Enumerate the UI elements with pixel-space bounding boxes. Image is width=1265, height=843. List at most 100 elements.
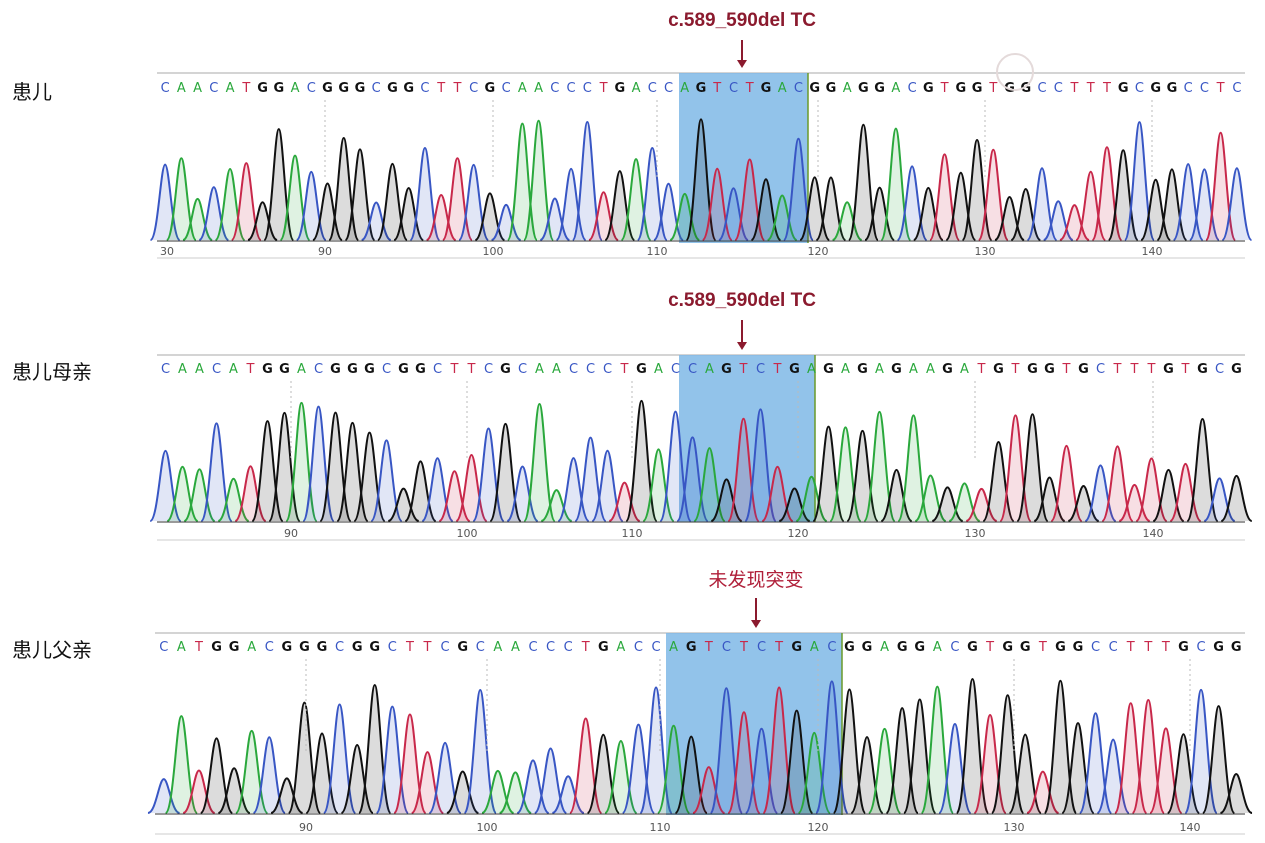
base-letter: G — [403, 81, 414, 96]
base-letter: C — [1232, 81, 1241, 96]
peak-T — [734, 158, 766, 241]
peak-A — [523, 119, 555, 241]
peak-C — [551, 775, 585, 814]
base-letter: G — [257, 81, 268, 96]
position-tick-label: 30 — [160, 245, 174, 258]
base-letter: T — [1147, 362, 1156, 377]
base-letter: A — [297, 362, 306, 377]
base-letter: G — [355, 81, 366, 96]
peak-A — [797, 731, 832, 814]
position-tick-label: 120 — [808, 245, 829, 258]
base-letter: A — [807, 362, 816, 377]
position-tick-label: 130 — [1004, 821, 1025, 834]
position-tick-label: 90 — [318, 245, 332, 258]
base-letter: G — [993, 362, 1004, 377]
base-letter: A — [178, 362, 187, 377]
position-tick-label: 90 — [284, 527, 298, 540]
base-letter: G — [211, 640, 222, 655]
base-letter: G — [686, 640, 697, 655]
base-letter: G — [330, 362, 341, 377]
base-letter: G — [338, 81, 349, 96]
base-letter: T — [1143, 640, 1152, 655]
base-letter: A — [291, 81, 300, 96]
base-letter: C — [564, 640, 573, 655]
base-letter: G — [891, 362, 902, 377]
base-letter: G — [761, 81, 772, 96]
base-letter: C — [757, 640, 766, 655]
peak-A — [183, 468, 216, 522]
peak-G — [1220, 474, 1253, 522]
base-letter: A — [891, 81, 900, 96]
peak-A — [897, 414, 930, 522]
peak-T — [234, 465, 267, 522]
base-letter: C — [794, 81, 803, 96]
peak-A — [914, 474, 947, 522]
watermark-seal — [996, 53, 1034, 91]
position-tick-label: 110 — [647, 245, 668, 258]
base-letter: G — [914, 640, 925, 655]
peak-G — [311, 182, 344, 241]
position-tick-label: 110 — [622, 527, 643, 540]
base-letter: T — [1038, 640, 1047, 655]
peak-T — [1026, 770, 1060, 814]
base-letter: C — [729, 81, 738, 96]
base-letter: G — [273, 81, 284, 96]
peak-G — [1186, 418, 1219, 522]
base-letter: A — [680, 81, 689, 96]
base-letter: C — [1135, 81, 1144, 96]
base-letter: A — [926, 362, 935, 377]
base-letter: C — [1184, 81, 1193, 96]
base-letter: G — [1163, 362, 1174, 377]
peak-G — [1201, 705, 1236, 814]
base-letter: C — [569, 362, 578, 377]
peak-C — [147, 778, 181, 814]
base-letter: G — [387, 81, 398, 96]
row-label-mother: 患儿母亲 — [12, 360, 92, 384]
base-letter: A — [552, 362, 561, 377]
peak-G — [387, 487, 420, 522]
base-letter: G — [322, 81, 333, 96]
base-letter: T — [194, 640, 203, 655]
peak-G — [393, 186, 425, 241]
base-letter: A — [933, 640, 942, 655]
base-letter: G — [352, 640, 363, 655]
peak-G — [1219, 773, 1253, 814]
peak-A — [832, 201, 863, 241]
base-letter: C — [586, 362, 595, 377]
position-tick-label: 120 — [788, 527, 809, 540]
peak-G — [880, 468, 913, 522]
position-tick-label: 110 — [650, 821, 671, 834]
base-letter: G — [923, 81, 934, 96]
base-letter: T — [405, 640, 414, 655]
base-letter: G — [874, 81, 885, 96]
base-letter: C — [484, 362, 493, 377]
base-letter: G — [229, 640, 240, 655]
peak-T — [1118, 483, 1151, 522]
base-letter: C — [382, 362, 391, 377]
base-letter: A — [960, 362, 969, 377]
base-letter: A — [247, 640, 256, 655]
base-letter: A — [843, 81, 852, 96]
base-letter: A — [195, 362, 204, 377]
peak-C — [555, 167, 587, 241]
base-letter: T — [1161, 640, 1170, 655]
peak-G — [344, 148, 376, 241]
base-letter: G — [955, 81, 966, 96]
base-letter: T — [436, 81, 445, 96]
position-tick-label: 100 — [477, 821, 498, 834]
base-letter: G — [696, 81, 707, 96]
peak-G — [270, 777, 304, 814]
peak-C — [571, 121, 603, 241]
base-letter: C — [469, 81, 478, 96]
base-letter: C — [756, 362, 765, 377]
base-letter: T — [620, 362, 629, 377]
peak-T — [1169, 462, 1202, 522]
peak-G — [710, 478, 743, 522]
position-tick-label: 120 — [808, 821, 829, 834]
base-letter: A — [535, 362, 544, 377]
base-letter: G — [789, 362, 800, 377]
base-letter: A — [177, 640, 186, 655]
base-letter: G — [1178, 640, 1189, 655]
base-letter: C — [1215, 362, 1224, 377]
peak-C — [491, 203, 522, 241]
